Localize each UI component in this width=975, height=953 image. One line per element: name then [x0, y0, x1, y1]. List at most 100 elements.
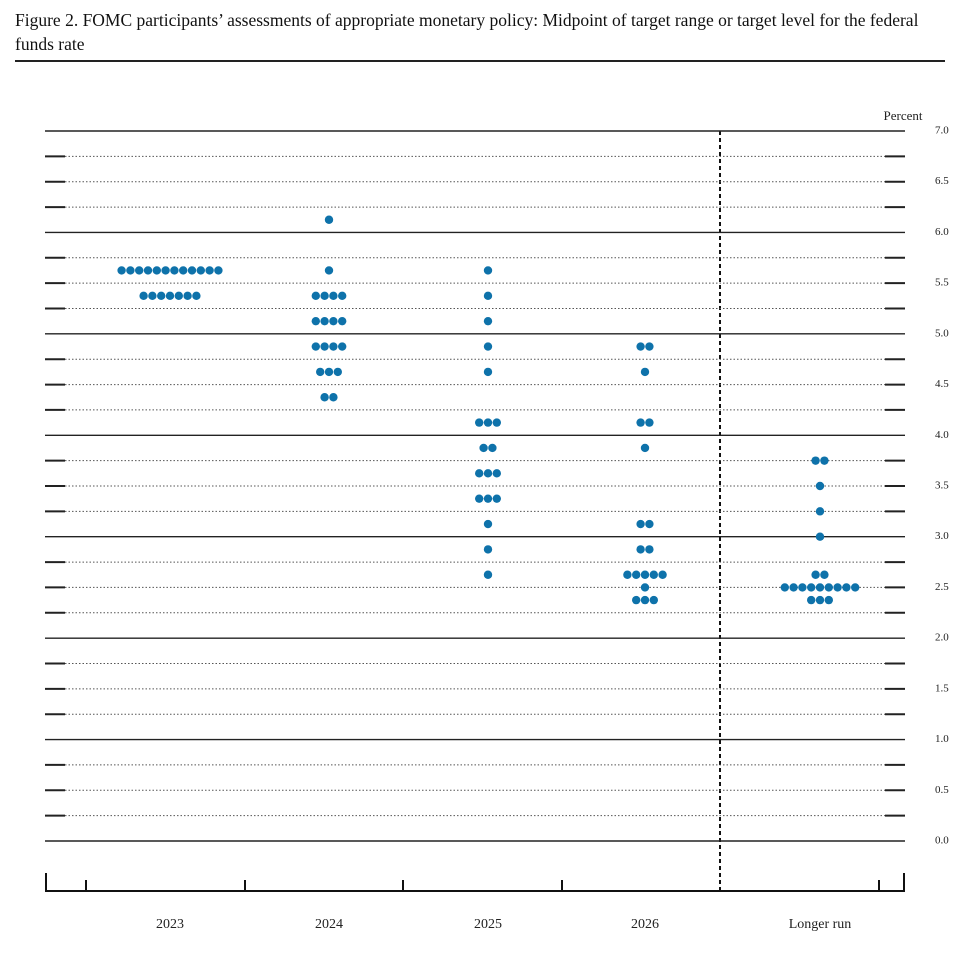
- dot: [311, 291, 320, 301]
- y-tick-label: 1.5: [935, 682, 949, 694]
- dot: [329, 393, 338, 402]
- dot: [492, 494, 501, 503]
- x-tick-label: Longer run: [789, 917, 852, 932]
- dot: [139, 291, 148, 301]
- dot: [492, 469, 501, 478]
- dot: [483, 519, 493, 529]
- dot: [179, 266, 188, 275]
- y-tick-label: 6.5: [935, 175, 949, 187]
- dot: [824, 583, 833, 592]
- dot: [815, 481, 825, 491]
- dot: [329, 316, 338, 326]
- dot: [649, 570, 658, 579]
- dot: [483, 494, 493, 503]
- dot: [811, 456, 820, 465]
- dot: [483, 342, 493, 351]
- dot: [196, 266, 205, 275]
- dot: [311, 316, 320, 326]
- y-tick-label: 2.0: [935, 632, 949, 644]
- dot: [820, 570, 829, 579]
- dot: [483, 418, 493, 427]
- dot: [320, 342, 329, 351]
- dot: [483, 291, 493, 301]
- dot: [842, 583, 851, 592]
- y-tick-label: 7.0: [935, 125, 949, 137]
- dot: [851, 583, 860, 592]
- y-tick-label: 3.5: [935, 480, 949, 492]
- dot: [649, 595, 658, 605]
- x-tick-label: 2024: [315, 917, 343, 932]
- y-tick-label: 2.5: [935, 581, 949, 593]
- dot: [640, 443, 650, 453]
- dot: [320, 393, 329, 402]
- dot: [833, 583, 842, 592]
- dot: [483, 570, 493, 579]
- title-rule: [15, 60, 945, 62]
- dot: [815, 532, 825, 541]
- dot: [183, 291, 192, 301]
- dot: [645, 519, 654, 529]
- dot: [488, 443, 497, 453]
- dot: [807, 595, 816, 605]
- dot: [780, 583, 789, 592]
- dot: [483, 469, 493, 478]
- dot: [636, 519, 645, 529]
- dot: [205, 266, 214, 275]
- y-tick-label: 4.0: [935, 429, 949, 441]
- dot: [640, 583, 650, 592]
- dot: [640, 570, 650, 579]
- dot: [815, 507, 825, 516]
- y-tick-label: 3.0: [935, 530, 949, 542]
- dot: [333, 367, 342, 377]
- dot: [640, 367, 650, 377]
- dot: [316, 367, 325, 377]
- dot: [157, 291, 166, 301]
- dot: [824, 595, 833, 605]
- dot: [135, 266, 144, 275]
- dot: [148, 291, 157, 301]
- dot: [161, 266, 170, 275]
- dot: [483, 266, 493, 275]
- dot: [636, 418, 645, 427]
- dot: [329, 342, 338, 351]
- y-tick-label: 1.0: [935, 733, 949, 745]
- dot: [807, 583, 816, 592]
- y-tick-label: 4.5: [935, 378, 949, 390]
- dot: [636, 342, 645, 351]
- dot: [483, 545, 493, 554]
- dot: [479, 443, 488, 453]
- x-axis-ticks: [45, 873, 905, 892]
- y-tick-label: 5.5: [935, 277, 949, 289]
- dot: [815, 583, 825, 592]
- dot: [475, 418, 484, 427]
- dot: [329, 291, 338, 301]
- dot: [632, 595, 641, 605]
- dot: [338, 291, 347, 301]
- dot: [338, 316, 347, 326]
- dot: [324, 266, 334, 275]
- y-tick-label: 0.0: [935, 835, 949, 847]
- dot: [483, 367, 493, 377]
- dot: [214, 266, 223, 275]
- dot: [126, 266, 135, 275]
- chart-title: Figure 2. FOMC participants’ assessments…: [15, 10, 919, 54]
- dot: [338, 342, 347, 351]
- dot: [798, 583, 807, 592]
- dot: [632, 570, 641, 579]
- y-tick-label: 0.5: [935, 784, 949, 796]
- dot: [117, 266, 126, 275]
- dot: [636, 545, 645, 554]
- dot: [475, 469, 484, 478]
- dot: [143, 266, 153, 275]
- x-tick-label: 2023: [156, 917, 184, 932]
- dot: [174, 291, 183, 301]
- y-tick-label: 5.0: [935, 327, 949, 339]
- dot: [492, 418, 501, 427]
- y-tick-label: 6.0: [935, 226, 949, 238]
- dot: [623, 570, 632, 579]
- dot: [324, 215, 334, 224]
- dot: [658, 570, 667, 579]
- dot: [311, 342, 320, 351]
